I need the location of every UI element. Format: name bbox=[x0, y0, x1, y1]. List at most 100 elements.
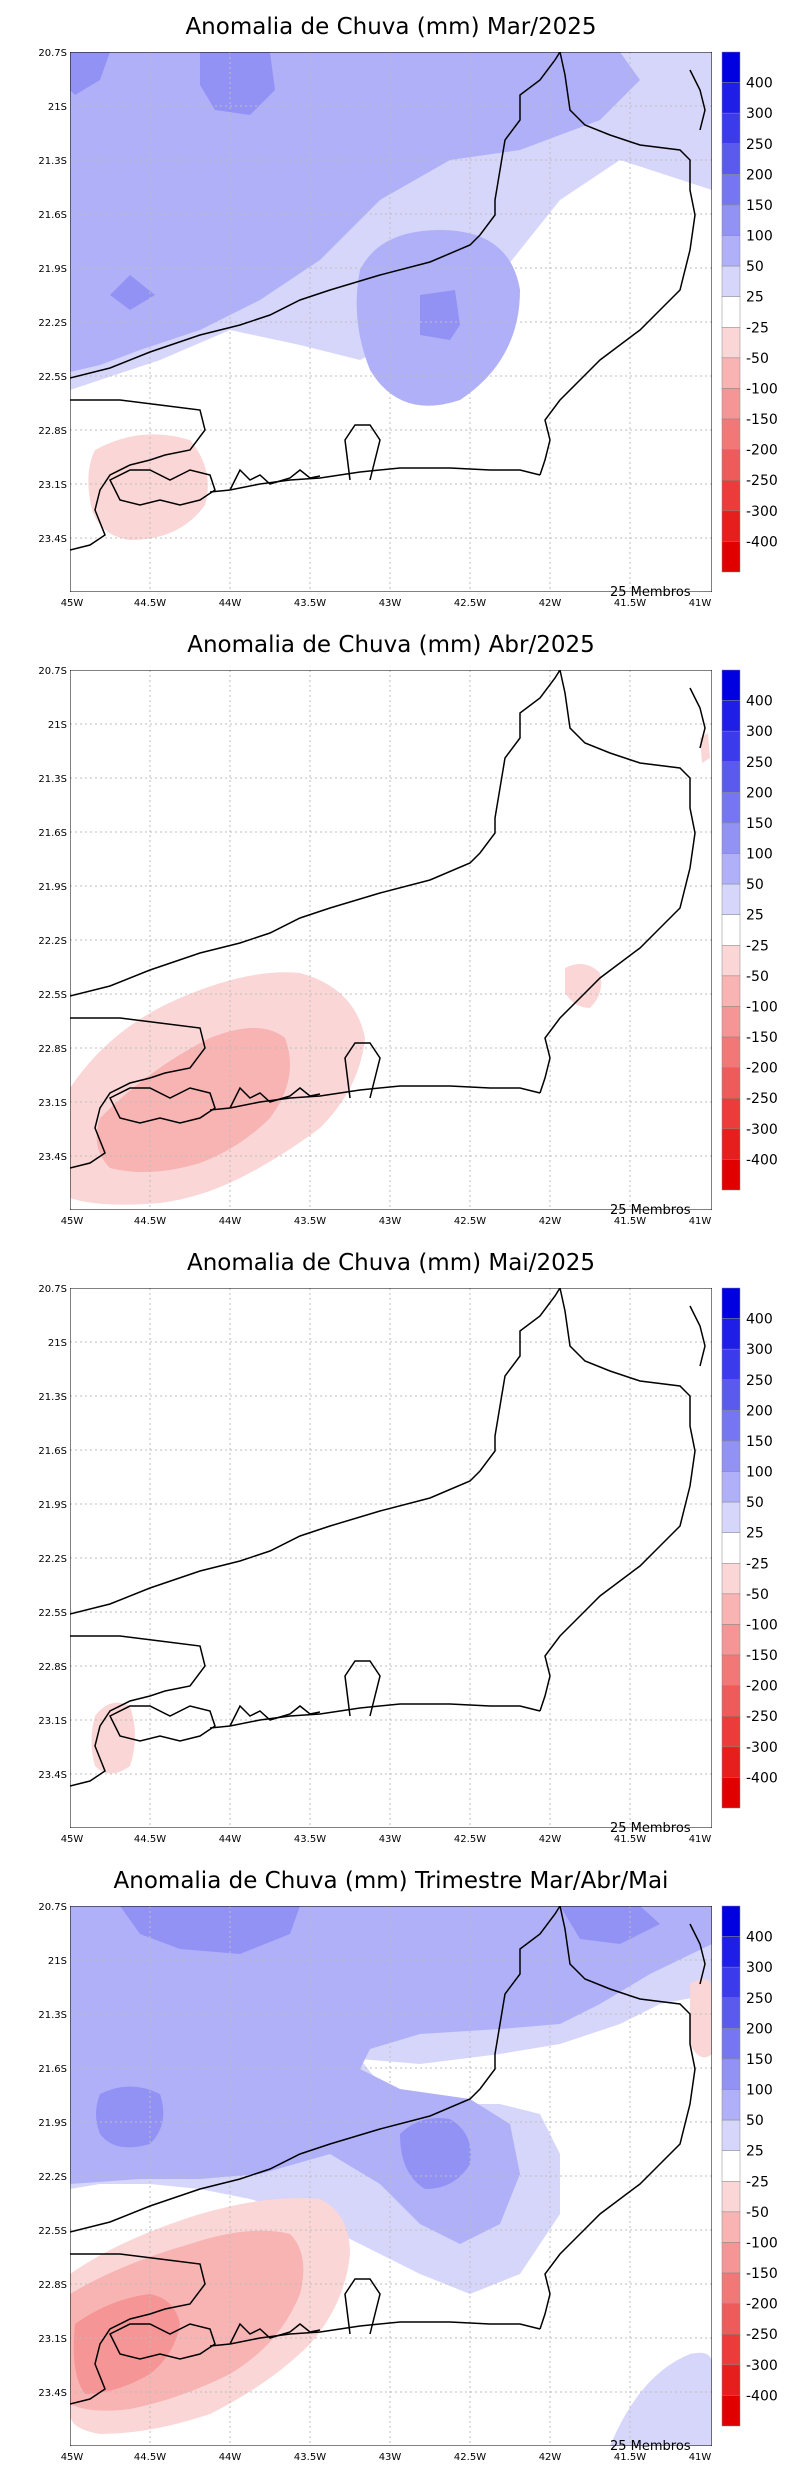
colorbar-swatch bbox=[721, 1036, 741, 1068]
colorbar-swatch bbox=[721, 792, 741, 824]
lat-tick-label: 22.8S bbox=[38, 1044, 67, 1055]
map-figure: 20.7S 21S 21.3S 21.6S 21.9S 22.2S 22.5S … bbox=[38, 666, 778, 1227]
colorbar-label: 300 bbox=[746, 724, 773, 740]
panel-title: Anomalia de Chuva (mm) Mai/2025 bbox=[186, 1250, 596, 1276]
colorbar-swatch bbox=[721, 1440, 741, 1472]
colorbar-swatch bbox=[721, 1501, 741, 1533]
anomaly-fill-100 bbox=[200, 52, 275, 115]
colorbar-label: -300 bbox=[746, 1122, 778, 1138]
lat-tick-label: 22.5S bbox=[38, 990, 67, 1001]
colorbar-swatch bbox=[721, 1715, 741, 1748]
lon-tick-label: 42.5W bbox=[454, 1216, 486, 1227]
colorbar-label: -50 bbox=[746, 1587, 769, 1603]
colorbar-swatch bbox=[721, 143, 741, 175]
lon-tick-label: 43.5W bbox=[294, 2452, 326, 2463]
colorbar-label: 150 bbox=[746, 816, 773, 832]
lon-tick-label: 44.5W bbox=[134, 598, 166, 609]
colorbar-label: 25 bbox=[746, 1526, 764, 1542]
lon-tick-label: 41.5W bbox=[614, 598, 646, 609]
lat-tick-label: 23.4S bbox=[38, 534, 67, 545]
colorbar-swatch bbox=[721, 1348, 741, 1381]
panel-title: Anomalia de Chuva (mm) Abr/2025 bbox=[187, 632, 595, 658]
colorbar-swatch bbox=[721, 541, 741, 573]
colorbar-label: 200 bbox=[746, 167, 773, 183]
colorbar-swatch bbox=[721, 357, 741, 389]
colorbar-label: 300 bbox=[746, 106, 773, 122]
colorbar-swatch bbox=[721, 2211, 741, 2243]
map-figure: 20.7S 21S 21.3S 21.6S 21.9S 22.2S 22.5S … bbox=[38, 1284, 777, 1845]
colorbar-swatch bbox=[721, 235, 741, 267]
lon-tick-label: 42W bbox=[539, 2452, 562, 2463]
lat-tick-label: 22.2S bbox=[38, 2172, 67, 2183]
colorbar-label: 250 bbox=[746, 1991, 773, 2007]
colorbar-label: 50 bbox=[746, 1495, 764, 1511]
lat-tick-label: 21.3S bbox=[38, 2010, 67, 2021]
colorbar-label: 300 bbox=[746, 1960, 773, 1976]
state-borders bbox=[70, 52, 706, 551]
lon-tick-label: 42.5W bbox=[454, 2452, 486, 2463]
anomaly-fill-100 bbox=[120, 1906, 300, 1954]
lat-tick-label: 20.7S bbox=[38, 1284, 67, 1295]
colorbar-label: 50 bbox=[746, 2113, 764, 2129]
lon-tick-label: 41W bbox=[689, 2452, 712, 2463]
colorbar-swatch bbox=[721, 2303, 741, 2335]
colorbar-label: -100 bbox=[746, 999, 778, 1015]
lat-tick-label: 22.2S bbox=[38, 318, 67, 329]
lat-tick-label: 22.2S bbox=[38, 1554, 67, 1565]
lat-axis: 20.7S 21S 21.3S 21.6S 21.9S 22.2S 22.5S … bbox=[38, 666, 67, 1163]
lon-tick-label: 43.5W bbox=[294, 1216, 326, 1227]
colorbar-label: 25 bbox=[746, 908, 764, 924]
colorbar-label: 400 bbox=[746, 1930, 773, 1946]
colorbar-label: 25 bbox=[746, 290, 764, 306]
lat-tick-label: 20.7S bbox=[38, 48, 67, 59]
colorbar-label: -150 bbox=[746, 412, 778, 428]
colorbar-label: -400 bbox=[746, 2388, 778, 2404]
anomaly-fill-50 bbox=[70, 52, 640, 372]
lon-tick-label: 41W bbox=[689, 1834, 712, 1845]
colorbar-swatch bbox=[721, 1746, 741, 1778]
colorbar-label: -50 bbox=[746, 351, 769, 367]
lat-tick-label: 21S bbox=[48, 720, 67, 731]
lon-tick-label: 44.5W bbox=[134, 1834, 166, 1845]
lat-tick-label: 22.8S bbox=[38, 1662, 67, 1673]
lon-tick-label: 42.5W bbox=[454, 598, 486, 609]
colorbar-label: -25 bbox=[746, 320, 769, 336]
colorbar-swatch bbox=[721, 1936, 741, 1968]
colorbar-swatch bbox=[721, 1777, 741, 1809]
lon-tick-label: 43.5W bbox=[294, 598, 326, 609]
colorbar-swatch bbox=[721, 510, 741, 542]
lon-tick-label: 45W bbox=[61, 2452, 84, 2463]
colorbar-swatch bbox=[721, 730, 741, 763]
colorbar-swatch bbox=[721, 853, 741, 885]
lat-axis: 20.7S 21S 21.3S 21.6S 21.9S 22.2S 22.5S … bbox=[38, 1284, 67, 1781]
colorbar-swatch bbox=[721, 1471, 741, 1503]
colorbar-label: 100 bbox=[746, 2083, 773, 2099]
colorbar-swatch bbox=[721, 1006, 741, 1038]
anomaly-fill-100b bbox=[560, 1906, 660, 1944]
colorbar-label: -50 bbox=[746, 969, 769, 985]
colorbar-label: -400 bbox=[746, 1152, 778, 1168]
members-label: 25 Membros bbox=[610, 1821, 691, 1836]
colorbar-swatch bbox=[721, 1128, 741, 1160]
lon-tick-label: 43.5W bbox=[294, 1834, 326, 1845]
map-panel-trimestre: Anomalia de Chuva (mm) Trimestre Mar/Abr… bbox=[0, 1854, 800, 2472]
colorbar-label: -250 bbox=[746, 2327, 778, 2343]
lat-tick-label: 23.1S bbox=[38, 2334, 67, 2345]
lat-tick-label: 21.9S bbox=[38, 2118, 67, 2129]
map-panel-mar: Anomalia de Chuva (mm) Mar/2025 bbox=[0, 0, 800, 618]
colorbar-swatch bbox=[721, 51, 741, 83]
colorbar-label: -25 bbox=[746, 1556, 769, 1572]
colorbar-label: -200 bbox=[746, 2297, 778, 2313]
colorbar-swatch bbox=[721, 1997, 741, 2029]
colorbar-swatch bbox=[721, 700, 741, 732]
lat-tick-label: 21.3S bbox=[38, 774, 67, 785]
colorbar-swatch bbox=[721, 2089, 741, 2121]
anomaly-fill-100c bbox=[96, 2086, 164, 2148]
lon-axis: 45W 44.5W 44W 43.5W 43W 42.5W 42W 41.5W … bbox=[61, 2452, 712, 2463]
colorbar-swatch bbox=[721, 1410, 741, 1442]
colorbar-label: 50 bbox=[746, 259, 764, 275]
lon-axis: 45W 44.5W 44W 43.5W 43W 42.5W 42W 41.5W … bbox=[61, 1834, 712, 1845]
colorbar-swatch bbox=[721, 1532, 741, 1564]
colorbar-swatch bbox=[721, 2395, 741, 2427]
lat-tick-label: 20.7S bbox=[38, 666, 67, 677]
